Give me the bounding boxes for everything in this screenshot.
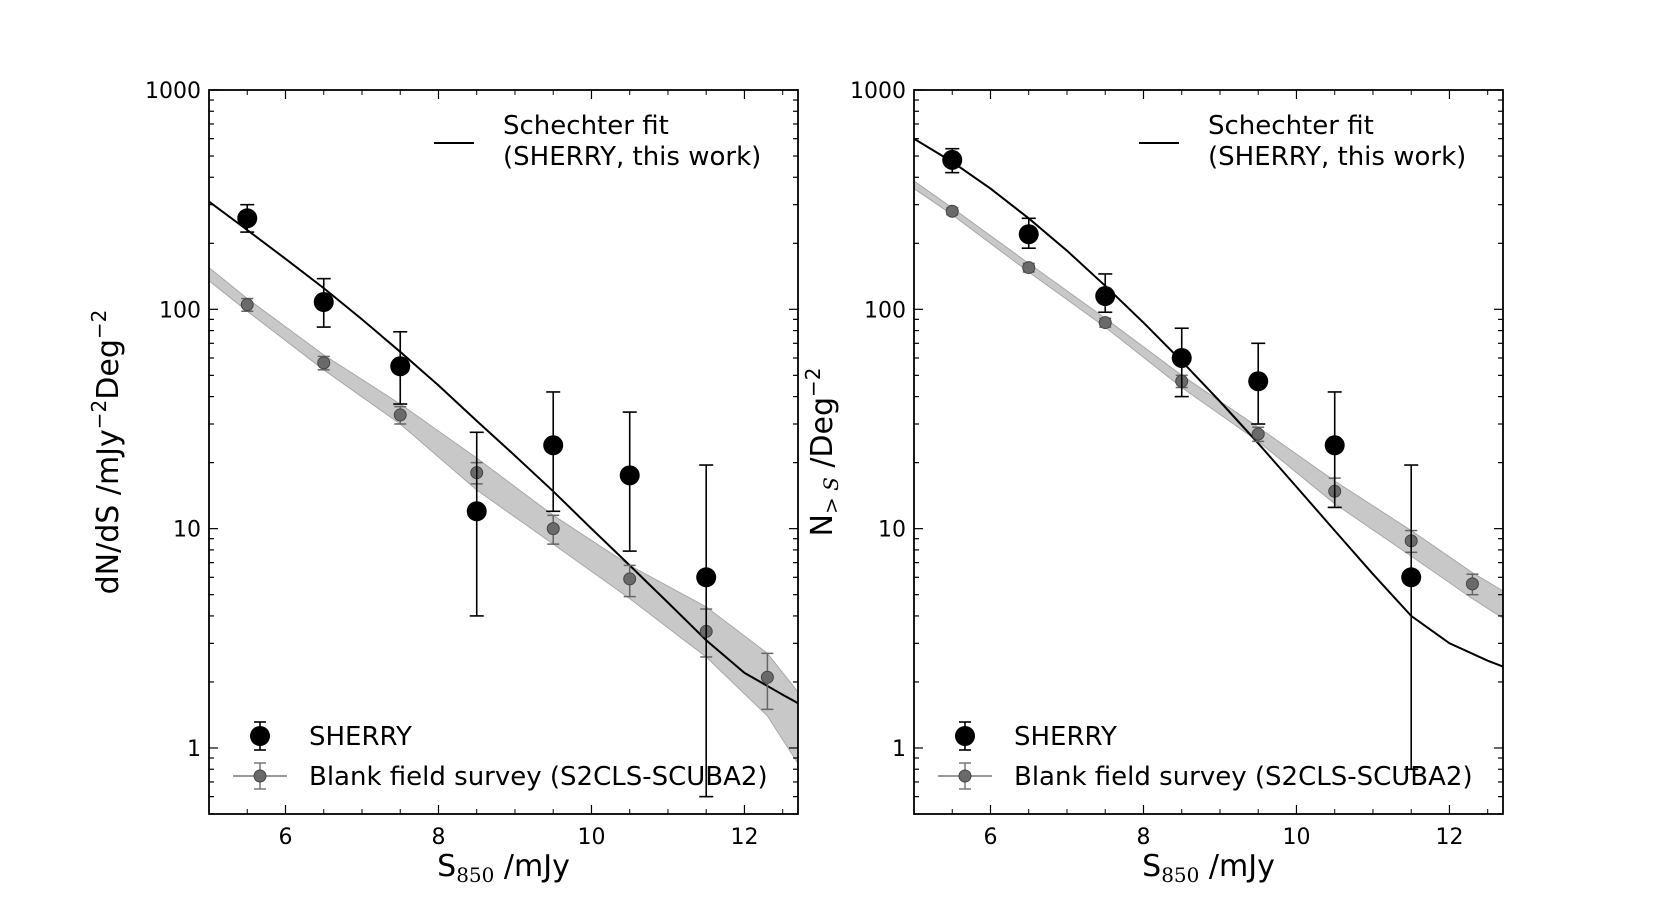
y-tick-label: 100 — [864, 298, 906, 323]
sherry-point — [237, 203, 258, 233]
y-tick-label: 1 — [892, 737, 906, 762]
x-tick-label: 6 — [278, 825, 292, 850]
x-tick-label: 10 — [577, 825, 605, 850]
legend-upper: Schechter fit(SHERRY, this work) — [434, 111, 761, 172]
x-tick-label: 10 — [1282, 825, 1310, 850]
legend-blank-label: Blank field survey (S2CLS-SCUBA2) — [1014, 762, 1473, 792]
blank-field-point — [240, 297, 254, 312]
legend-blank-marker — [958, 769, 972, 783]
blank-field-point — [1251, 426, 1265, 443]
legend-sherry-marker — [250, 726, 270, 746]
x-axis-title: S850 /mJy — [1142, 849, 1275, 887]
sherry-point — [1248, 342, 1269, 425]
legend-upper: Schechter fit(SHERRY, this work) — [1139, 111, 1466, 172]
sherry-point — [543, 391, 564, 513]
blank-field-band — [209, 266, 798, 765]
legend-fit-sublabel: (SHERRY, this work) — [503, 142, 761, 172]
sherry-point — [313, 277, 334, 328]
schechter-fit-line — [209, 200, 798, 705]
y-tick-label: 10 — [878, 518, 906, 543]
y-axis-title: dN/dS /mJy−2Deg−2 — [87, 310, 126, 595]
x-tick-label: 12 — [1435, 825, 1463, 850]
sherry-point — [1018, 217, 1039, 249]
y-tick-label: 1000 — [850, 79, 906, 104]
blank-field-point — [945, 204, 959, 218]
legend-lower: SHERRY Blank field survey (S2CLS-SCUBA2) — [938, 721, 1473, 792]
sherry-point — [1324, 391, 1345, 509]
right-panel — [914, 137, 1503, 771]
blank-field-point — [760, 652, 774, 711]
y-tick-label: 10 — [173, 518, 201, 543]
y-axis-title: N> S /Deg−2 — [801, 367, 843, 536]
schechter-fit-line — [914, 137, 1503, 668]
plot-frame — [913, 89, 1504, 815]
legend-lower: SHERRY Blank field survey (S2CLS-SCUBA2) — [233, 721, 768, 792]
blank-field-point — [1098, 316, 1112, 330]
blank-field-point — [1022, 261, 1036, 275]
sherry-point — [942, 147, 963, 174]
x-tick-label: 8 — [1136, 825, 1150, 850]
y-tick-label: 1 — [187, 737, 201, 762]
x-axis-title: S850 /mJy — [437, 849, 570, 887]
sherry-point — [696, 464, 717, 798]
y-tick-label: 1000 — [145, 79, 201, 104]
sherry-point — [1171, 327, 1192, 398]
sherry-point — [1095, 273, 1116, 314]
sherry-point — [1401, 464, 1422, 771]
left-panel — [209, 200, 798, 798]
blank-field-point — [317, 355, 331, 371]
right-panel-axes: 1 10 100 1000 6 8 10 12 S850 /mJy N> S /Deg−2 Sche… — [801, 79, 1504, 887]
legend-sherry-label: SHERRY — [309, 722, 412, 752]
legend-fit-sublabel: (SHERRY, this work) — [1208, 142, 1466, 172]
y-tick-label: 100 — [159, 298, 201, 323]
sherry-point — [619, 411, 640, 552]
legend-blank-label: Blank field survey (S2CLS-SCUBA2) — [309, 762, 768, 792]
blank-field-point — [1465, 573, 1479, 596]
x-tick-label: 8 — [431, 825, 445, 850]
x-tick-label: 12 — [730, 825, 758, 850]
legend-fit-label: Schechter fit — [1208, 111, 1374, 141]
legend-blank-marker — [253, 769, 267, 783]
left-panel-axes: 1 10 100 1000 6 8 10 12 S850 /mJy dN/dS /mJy−2Deg… — [87, 79, 799, 887]
legend-sherry-label: SHERRY — [1014, 722, 1117, 752]
x-tick-label: 6 — [983, 825, 997, 850]
legend-sherry-marker — [955, 726, 975, 746]
plot-frame — [208, 89, 799, 815]
blank-field-point — [393, 405, 407, 425]
blank-field-point — [546, 514, 560, 545]
blank-field-band — [914, 180, 1503, 619]
sherry-point — [390, 330, 411, 405]
sherry-point — [466, 431, 487, 617]
legend-fit-label: Schechter fit — [503, 111, 669, 141]
blank-field-point — [623, 564, 637, 598]
